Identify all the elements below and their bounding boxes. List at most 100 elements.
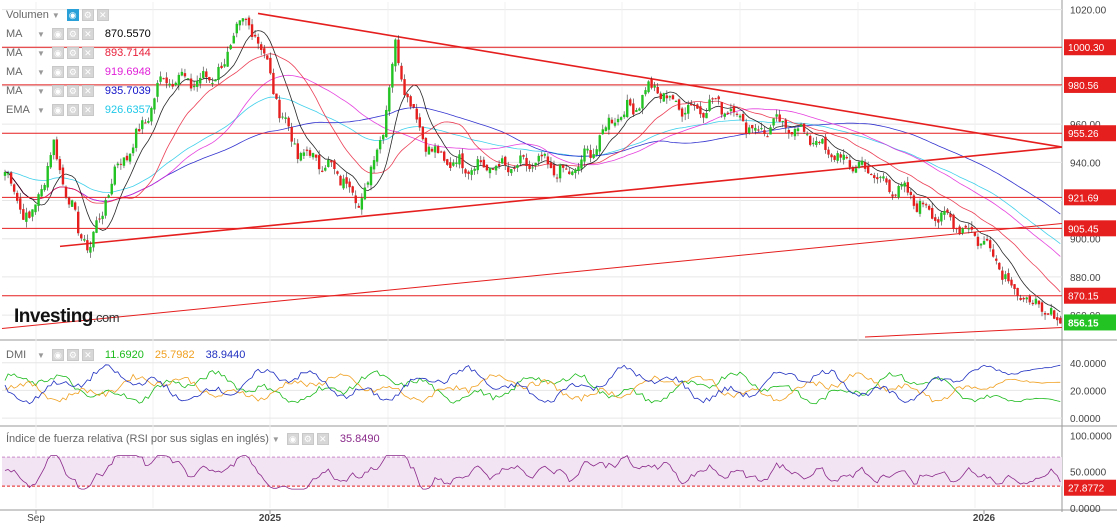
candle	[760, 122, 763, 131]
candle	[909, 188, 913, 200]
close-icon[interactable]: ✕	[96, 9, 109, 21]
candle-body	[281, 116, 284, 118]
settings-icon[interactable]: ⚙	[301, 433, 314, 445]
eye-icon[interactable]: ◉	[51, 349, 64, 361]
legend-rsi: Índice de fuerza relativa (RSI por sus s…	[6, 432, 380, 446]
candle-body	[757, 129, 760, 131]
candle	[220, 62, 223, 70]
candle-body	[443, 151, 446, 161]
price-level-tag	[1064, 39, 1116, 56]
settings-icon[interactable]: ⚙	[66, 85, 79, 97]
candle-body	[827, 149, 830, 155]
candle	[464, 167, 467, 178]
logo-suffix: .com	[92, 310, 120, 325]
legend-ma3-label: MA	[6, 66, 23, 78]
candle-body	[555, 177, 559, 179]
candle	[37, 192, 40, 212]
candle	[128, 153, 132, 165]
candle	[64, 185, 68, 200]
candle	[131, 143, 135, 157]
settings-icon[interactable]: ⚙	[66, 28, 79, 40]
eye-icon[interactable]: ◉	[286, 433, 299, 445]
candle	[934, 213, 937, 227]
candle	[52, 139, 55, 160]
candle	[299, 151, 303, 162]
candle-body	[250, 24, 254, 37]
candle	[595, 145, 598, 157]
candle	[546, 152, 550, 169]
caret-icon[interactable]: ▼	[37, 350, 45, 360]
settings-icon[interactable]: ⚙	[66, 104, 79, 116]
candle	[424, 136, 428, 157]
settings-icon[interactable]: ⚙	[81, 9, 94, 21]
candle-body	[369, 166, 373, 186]
candle-body	[34, 204, 37, 213]
candle-body	[647, 81, 650, 93]
candle-body	[927, 205, 931, 210]
candle	[738, 113, 742, 121]
close-icon[interactable]: ✕	[81, 85, 94, 97]
candle-body	[931, 207, 934, 219]
candle-body	[406, 93, 409, 98]
caret-icon[interactable]: ▼	[51, 10, 60, 20]
caret-icon[interactable]: ▼	[37, 48, 45, 58]
candle-body	[842, 154, 845, 160]
settings-icon[interactable]: ⚙	[66, 47, 79, 59]
candle	[354, 190, 357, 209]
legend-rsi-label: Índice de fuerza relativa (RSI por sus s…	[6, 433, 269, 445]
candle-body	[665, 95, 669, 99]
eye-icon[interactable]: ◉	[51, 104, 64, 116]
candle-body	[504, 156, 507, 166]
candle-body	[49, 155, 52, 168]
candle	[662, 92, 665, 102]
eye-icon[interactable]: ◉	[51, 85, 64, 97]
candle	[443, 150, 446, 163]
caret-icon[interactable]: ▼	[37, 29, 45, 39]
close-icon[interactable]: ✕	[81, 349, 94, 361]
eye-icon[interactable]: ◉	[51, 66, 64, 78]
y-tick-label: 880.00	[1070, 273, 1101, 284]
candle-body	[690, 103, 693, 106]
caret-icon[interactable]: ▼	[37, 105, 45, 115]
caret-icon[interactable]: ▼	[37, 67, 45, 77]
candle	[995, 255, 998, 265]
candle	[235, 21, 238, 38]
close-icon[interactable]: ✕	[81, 66, 94, 78]
caret-icon[interactable]: ▼	[37, 86, 45, 96]
candle	[796, 125, 800, 137]
candle-body	[836, 153, 839, 161]
close-icon[interactable]: ✕	[81, 47, 94, 59]
settings-icon[interactable]: ⚙	[66, 349, 79, 361]
eye-icon[interactable]: ◉	[51, 28, 64, 40]
candle-body	[1016, 287, 1019, 296]
close-icon[interactable]: ✕	[81, 28, 94, 40]
candle-body	[613, 122, 617, 126]
candle-body	[699, 106, 702, 115]
candle	[836, 150, 839, 164]
candle-body	[125, 155, 129, 161]
candle-body	[446, 159, 449, 165]
candle	[998, 262, 1001, 271]
eye-icon[interactable]: ◉	[51, 47, 64, 59]
caret-icon[interactable]: ▼	[271, 434, 280, 444]
candle	[891, 191, 894, 200]
candle	[189, 73, 193, 92]
close-icon[interactable]: ✕	[316, 433, 329, 445]
candle	[821, 137, 824, 145]
candle-body	[192, 85, 196, 88]
candle-body	[336, 171, 339, 174]
candle-body	[165, 77, 168, 84]
candle	[382, 134, 385, 144]
candle-body	[857, 161, 861, 168]
settings-icon[interactable]: ⚙	[66, 66, 79, 78]
price-level-tag	[1064, 76, 1116, 93]
candle	[519, 150, 522, 167]
eye-icon[interactable]: ◉	[66, 9, 79, 21]
close-icon[interactable]: ✕	[81, 104, 94, 116]
candle-body	[205, 71, 208, 78]
candle	[985, 234, 989, 242]
candle	[86, 234, 89, 254]
candle	[394, 38, 397, 72]
candle-body	[988, 240, 992, 249]
